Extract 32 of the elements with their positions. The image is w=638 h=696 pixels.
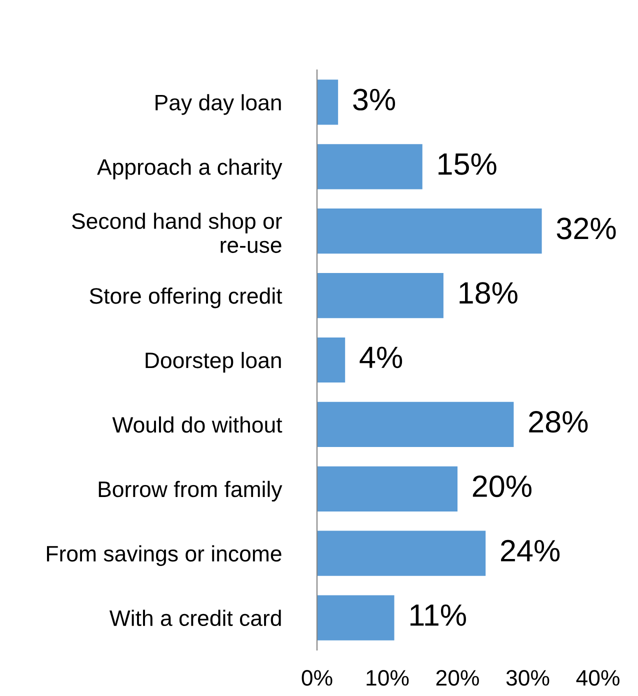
data-label: 18% <box>460 282 518 304</box>
data-label: 3% <box>353 88 396 110</box>
y-tick-label: With a credit card <box>109 610 281 626</box>
x-tick-label: 20% <box>436 670 479 686</box>
bar <box>317 595 394 640</box>
bar <box>317 337 346 383</box>
data-label: 28% <box>529 411 588 433</box>
data-label: 15% <box>438 153 496 175</box>
x-tick-label: 40% <box>576 670 620 686</box>
data-label: 32% <box>556 218 616 240</box>
bar <box>317 273 444 318</box>
x-tick-label: 0% <box>302 670 332 686</box>
y-tick-label: Would do without <box>112 416 282 433</box>
data-label: 4% <box>360 346 402 368</box>
data-label: 11% <box>410 604 466 626</box>
y-tick-label: Second hand shop or re-use <box>72 212 282 253</box>
data-label: 20% <box>472 475 532 498</box>
y-tick-label: Approach a charity <box>97 158 282 180</box>
bar <box>317 402 514 447</box>
x-tick-label: 30% <box>506 670 550 686</box>
y-tick-label: Pay day loan <box>156 94 281 115</box>
bar <box>317 208 542 254</box>
y-tick-label: Doorstep loan <box>146 352 281 373</box>
data-label: 24% <box>501 540 560 562</box>
x-tick-label: 10% <box>366 670 409 686</box>
y-tick-label: Store offering credit <box>90 288 282 308</box>
y-tick-label: From savings or income <box>47 545 282 566</box>
bar <box>317 530 486 576</box>
bar <box>317 466 458 512</box>
bar <box>317 80 338 125</box>
bar <box>317 144 422 190</box>
y-tick-label: Borrow from family <box>98 480 282 502</box>
